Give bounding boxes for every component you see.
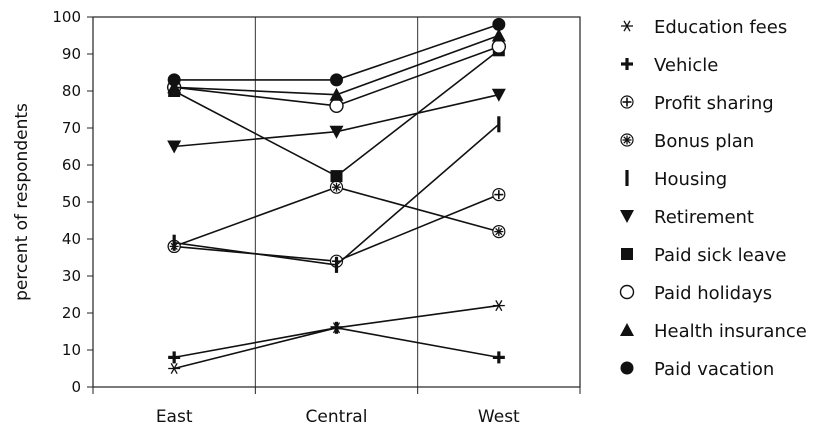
legend-marker: [620, 95, 634, 109]
data-point: [167, 73, 181, 87]
series-line: [173, 49, 500, 177]
axis-layer: 0 10 20 30 40 50 60 70 80 90 100 East Central West: [52, 8, 581, 427]
series-bonus-plan: [167, 180, 506, 253]
legend-marker: [620, 323, 634, 336]
data-point: [491, 88, 506, 102]
y-tick-label: 90: [62, 45, 81, 63]
legend-label: Paid vacation: [654, 359, 774, 380]
legend-label: Paid holidays: [654, 283, 772, 304]
legend-label: Retirement: [654, 207, 754, 228]
series-line: [173, 304, 499, 370]
legend-label: Vehicle: [654, 55, 718, 76]
data-point: [492, 188, 506, 202]
legend-marker: [620, 133, 634, 147]
data-point: [492, 225, 506, 239]
legend-item: Paid vacation: [620, 359, 774, 380]
x-tick-label: East: [156, 407, 193, 427]
y-tick-label: 60: [62, 156, 81, 174]
series-health-insurance: [167, 28, 506, 101]
legend-item: Vehicle: [621, 55, 718, 76]
y-tick-label: 100: [52, 8, 81, 26]
legend-label: Bonus plan: [654, 131, 754, 152]
data-point: [329, 98, 344, 114]
data-point: [330, 321, 343, 334]
series-housing: [172, 116, 501, 273]
grid-layer: [254, 17, 419, 387]
legend-label: Housing: [654, 169, 727, 190]
legend-label: Profit sharing: [654, 93, 774, 114]
y-tick-label: 70: [62, 119, 81, 137]
legend-label: Health insurance: [654, 321, 807, 342]
legend-item: Paid holidays: [619, 283, 772, 304]
data-point: [491, 28, 506, 42]
y-tick-label: 50: [62, 193, 81, 211]
y-tick-label: 30: [62, 267, 81, 285]
legend-marker: [621, 58, 633, 70]
data-point: [168, 351, 181, 364]
data-point: [329, 87, 344, 101]
y-tick-label: 20: [62, 304, 81, 322]
y-axis-title: percent of respondents: [12, 103, 32, 301]
x-tick-label: Central: [306, 407, 368, 427]
series-line: [174, 123, 500, 266]
y-tick-label: 40: [62, 230, 81, 248]
series-line: [173, 186, 500, 248]
legend-label: Education fees: [654, 17, 787, 38]
series-paid-sick-leave: [168, 44, 505, 183]
legend-item: Paid sick leave: [621, 245, 786, 266]
data-point: [167, 80, 182, 94]
legend-marker: [620, 210, 634, 223]
legend-item: Health insurance: [620, 321, 807, 342]
data-point: [168, 362, 181, 375]
series-retirement: [167, 88, 506, 154]
legend-item: Retirement: [620, 207, 754, 228]
series-layer: [166, 17, 507, 375]
series-paid-vacation: [167, 17, 506, 87]
data-point: [167, 140, 182, 154]
legend-item: Profit sharing: [620, 93, 774, 114]
data-point: [492, 17, 506, 31]
legend: Education fees Vehicle Profit sharing Bonus…: [619, 17, 807, 380]
data-point: [492, 300, 505, 312]
data-point: [491, 39, 507, 54]
legend-item: Education fees: [621, 17, 787, 38]
data-point: [330, 170, 343, 183]
legend-marker: [621, 248, 633, 260]
y-tick-label: 80: [62, 82, 81, 100]
data-point: [329, 180, 344, 194]
legend-marker: [621, 20, 633, 32]
y-tick-label: 10: [62, 341, 81, 359]
legend-marker: [620, 361, 634, 375]
y-tick-label: 0: [71, 378, 81, 396]
x-tick-label: West: [478, 407, 520, 427]
series-line: [174, 23, 500, 81]
legend-marker: [619, 284, 635, 300]
series-vehicle: [168, 321, 505, 364]
legend-label: Paid sick leave: [654, 245, 786, 266]
series-profit-sharing: [167, 188, 506, 268]
data-point: [330, 73, 343, 87]
data-point: [492, 351, 505, 364]
legend-item: Bonus plan: [620, 131, 754, 152]
series-education-fees: [168, 300, 505, 375]
data-point: [329, 125, 344, 139]
legend-item: Housing: [625, 169, 727, 190]
